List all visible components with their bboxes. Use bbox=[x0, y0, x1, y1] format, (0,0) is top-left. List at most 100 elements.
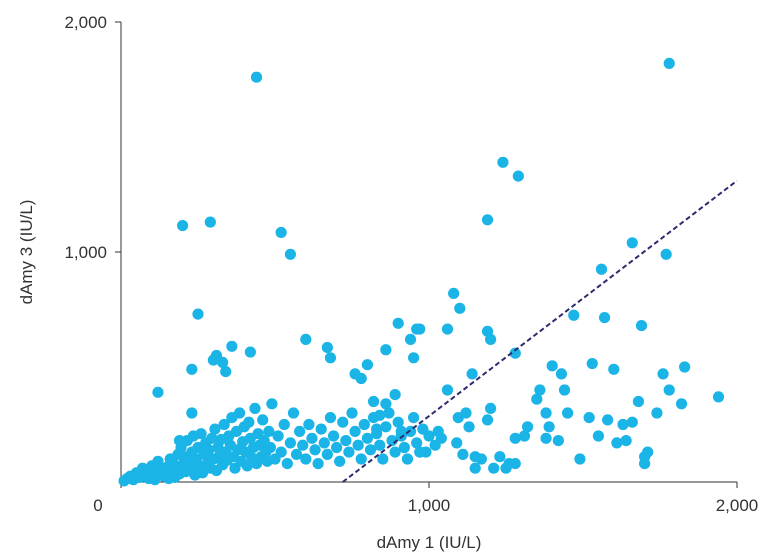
data-point bbox=[337, 416, 349, 428]
data-point bbox=[583, 412, 595, 424]
x-tick-label: 1,000 bbox=[408, 496, 451, 515]
data-point bbox=[374, 439, 386, 451]
data-point bbox=[611, 437, 623, 449]
data-point bbox=[494, 451, 506, 463]
data-point bbox=[243, 416, 255, 428]
data-point bbox=[485, 402, 497, 414]
data-point bbox=[429, 439, 441, 451]
data-point bbox=[602, 414, 614, 426]
data-point bbox=[463, 421, 475, 433]
data-point bbox=[451, 437, 463, 449]
data-point bbox=[358, 418, 370, 431]
data-point bbox=[186, 407, 198, 419]
data-points bbox=[118, 57, 725, 487]
data-point bbox=[488, 462, 500, 474]
data-point bbox=[586, 357, 598, 370]
data-point bbox=[432, 425, 444, 437]
data-point bbox=[469, 462, 481, 474]
data-point bbox=[377, 453, 389, 465]
data-point bbox=[452, 412, 464, 424]
data-point bbox=[408, 412, 420, 424]
data-point bbox=[321, 341, 333, 354]
data-point bbox=[481, 214, 494, 226]
data-point bbox=[632, 395, 645, 408]
data-point bbox=[244, 346, 256, 358]
data-point bbox=[266, 398, 278, 410]
data-point bbox=[380, 421, 392, 433]
data-point bbox=[389, 446, 401, 458]
data-point bbox=[306, 432, 318, 444]
data-point bbox=[355, 453, 367, 465]
data-point bbox=[663, 384, 675, 396]
data-point bbox=[411, 437, 423, 449]
data-point bbox=[349, 425, 361, 437]
data-point bbox=[334, 455, 346, 467]
reference-line bbox=[342, 179, 738, 483]
data-point bbox=[675, 398, 688, 410]
data-point bbox=[327, 430, 340, 442]
tick-group: 1,000 2,000 1,000 2,000 bbox=[64, 13, 758, 515]
data-point bbox=[509, 432, 521, 444]
data-point bbox=[608, 363, 620, 375]
data-point bbox=[392, 317, 404, 329]
data-point bbox=[264, 441, 276, 454]
data-point bbox=[173, 435, 186, 447]
data-point bbox=[361, 432, 373, 444]
data-point bbox=[152, 386, 164, 398]
data-point bbox=[592, 430, 605, 442]
data-point bbox=[380, 344, 392, 356]
data-point bbox=[355, 372, 367, 385]
data-point bbox=[617, 418, 629, 431]
data-point bbox=[639, 458, 651, 470]
y-tick-label: 2,000 bbox=[64, 13, 107, 32]
data-point bbox=[300, 453, 312, 465]
x-tick-label: 2,000 bbox=[716, 496, 759, 515]
data-point bbox=[481, 414, 494, 426]
data-point bbox=[284, 437, 296, 449]
data-point bbox=[454, 302, 466, 314]
data-point bbox=[540, 407, 552, 419]
data-point bbox=[380, 398, 392, 410]
data-point bbox=[383, 407, 395, 419]
data-point bbox=[509, 347, 521, 359]
data-point bbox=[404, 333, 417, 345]
data-point bbox=[595, 263, 608, 275]
data-point bbox=[712, 391, 725, 403]
data-point bbox=[346, 407, 358, 419]
data-point bbox=[203, 444, 215, 456]
data-point bbox=[642, 446, 654, 458]
data-point bbox=[374, 409, 386, 421]
data-point bbox=[543, 421, 555, 433]
data-point bbox=[367, 395, 380, 408]
data-point bbox=[568, 309, 580, 321]
data-point bbox=[521, 421, 534, 433]
data-point bbox=[448, 287, 460, 299]
data-point bbox=[192, 308, 204, 320]
data-point bbox=[177, 219, 189, 232]
data-point bbox=[281, 458, 293, 470]
data-point bbox=[220, 366, 232, 378]
data-point bbox=[364, 444, 377, 456]
data-point bbox=[562, 407, 574, 419]
data-point bbox=[558, 384, 571, 396]
data-point bbox=[340, 435, 352, 447]
data-point bbox=[441, 384, 454, 396]
data-point bbox=[186, 363, 198, 375]
data-point bbox=[343, 446, 355, 458]
data-point bbox=[679, 361, 691, 373]
data-point bbox=[552, 435, 564, 447]
data-point bbox=[420, 446, 432, 458]
data-point bbox=[226, 340, 238, 352]
origin-tick-label: 0 bbox=[93, 496, 102, 515]
data-point bbox=[287, 407, 300, 419]
data-point bbox=[371, 423, 383, 435]
data-point bbox=[398, 441, 410, 454]
data-point bbox=[284, 248, 296, 260]
data-point bbox=[217, 356, 229, 368]
data-point bbox=[324, 352, 337, 364]
data-point bbox=[441, 323, 454, 335]
data-point bbox=[275, 446, 287, 458]
data-point bbox=[657, 368, 669, 380]
data-point bbox=[315, 423, 327, 435]
x-axis-title: dAmy 1 (IU/L) bbox=[377, 533, 482, 552]
